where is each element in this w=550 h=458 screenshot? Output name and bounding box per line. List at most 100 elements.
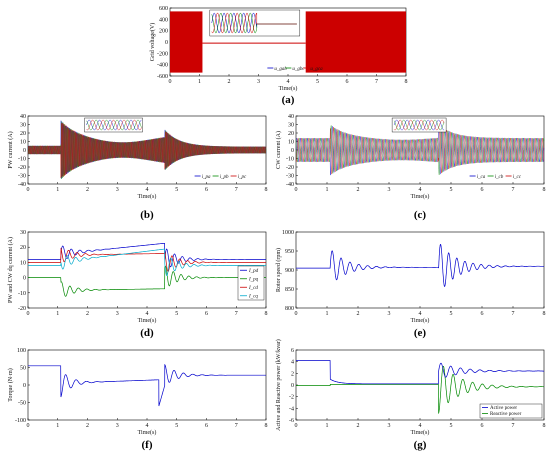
chart-e: 0 1 2 3 4 5 6 7 8 1000 950 900 850 800 Time(s) Rotor sp… (275, 230, 546, 339)
x-tick-label: 4 (419, 187, 422, 193)
x-tick-label: 7 (235, 423, 238, 429)
caption: (b) (140, 209, 154, 221)
x-tick-label: 6 (205, 423, 208, 429)
x-tick-label: 5 (175, 311, 178, 317)
x-tick-label: 8 (405, 79, 408, 85)
x-axis-label: Time(s) (411, 429, 430, 436)
legend-entry: i_cc (513, 175, 522, 180)
y-tick-label: -30 (18, 174, 26, 180)
y-tick-label: 850 (285, 287, 294, 293)
x-tick-label: 2 (357, 187, 360, 193)
dq-current-trace (28, 247, 266, 273)
x-axis-label: Time(s) (279, 85, 298, 92)
active-power-trace (296, 360, 545, 385)
y-tick-label: -20 (18, 306, 26, 312)
y-tick-label: 10 (20, 140, 26, 146)
x-tick-label: 2 (86, 311, 89, 317)
dq-current-trace (28, 242, 266, 268)
chart-c: 0 1 2 3 4 5 6 7 8 40 30 20 10 0 -10 -20 -30 -40 Time(s) CW … (275, 114, 546, 221)
y-tick-label: 0 (291, 148, 294, 154)
plot-area (27, 349, 267, 421)
y-tick-label: 0 (23, 276, 26, 282)
x-axis-label: Time(s) (411, 193, 430, 200)
inset-trace (86, 119, 142, 131)
cw-current-trace (295, 124, 545, 176)
plot-area (295, 231, 545, 309)
x-tick-label: 6 (205, 311, 208, 317)
x-tick-label: 4 (287, 79, 290, 85)
y-tick-label: 40 (288, 114, 294, 120)
x-tick-label: 5 (175, 187, 178, 193)
caption: (a) (282, 94, 295, 106)
x-tick-label: 0 (295, 311, 298, 317)
y-axis-label: CW current (A) (275, 131, 282, 169)
inset-trace (86, 119, 142, 131)
y-tick-label: 30 (20, 230, 26, 236)
x-tick-label: 5 (450, 423, 453, 429)
dq-current-trace (28, 248, 266, 277)
x-tick-label: 4 (419, 311, 422, 317)
y-tick-label: 10 (288, 140, 294, 146)
inset-trace (393, 119, 445, 131)
x-tick-label: 4 (419, 423, 422, 429)
y-tick-label: 6 (291, 348, 294, 354)
x-tick-label: 2 (86, 187, 89, 193)
y-tick-label: 1000 (282, 230, 294, 236)
y-axis-label: PW current (A) (7, 131, 14, 168)
x-tick-label: 0 (295, 423, 298, 429)
torque-trace (28, 363, 266, 407)
x-tick-label: 1 (326, 187, 329, 193)
y-tick-label: 20 (288, 131, 294, 137)
y-tick-label: -50 (18, 401, 26, 407)
y-tick-label: 600 (159, 6, 168, 12)
rotor-speed-trace (296, 243, 544, 288)
y-tick-label: 400 (159, 17, 168, 23)
x-tick-label: 5 (450, 311, 453, 317)
caption: (c) (414, 209, 427, 221)
x-tick-label: 6 (346, 79, 349, 85)
legend-entry: I_cq (248, 294, 258, 299)
legend-entry: u_gbc (292, 67, 305, 72)
x-tick-label: 0 (27, 187, 30, 193)
x-tick-label: 7 (512, 187, 515, 193)
x-tick-label: 6 (205, 187, 208, 193)
x-tick-label: 6 (481, 187, 484, 193)
y-tick-label: 2 (291, 371, 294, 377)
inset-trace (211, 12, 297, 34)
x-tick-label: 3 (116, 187, 119, 193)
caption: (f) (142, 439, 153, 451)
legend-entry: u_gca (310, 67, 323, 72)
x-axis-label: Time(s) (138, 193, 157, 200)
x-tick-label: 0 (169, 79, 172, 85)
y-tick-label: 0 (23, 148, 26, 154)
x-tick-label: 5 (316, 79, 319, 85)
legend (479, 403, 543, 419)
x-tick-label: 5 (175, 423, 178, 429)
legend-entry: i_pc (238, 175, 247, 180)
y-tick-label: 20 (20, 131, 26, 137)
chart-g: 0 1 2 3 4 5 6 7 8 6 4 2 0 -2 -4 -6 Time(s) Active and Rea… (275, 339, 546, 451)
x-axis-label: Time(s) (411, 317, 430, 324)
x-tick-label: 1 (56, 423, 59, 429)
y-tick-label: -600 (157, 74, 168, 80)
legend-entry: I_pq (248, 277, 259, 282)
y-tick-label: -2 (289, 395, 294, 401)
y-tick-label: -10 (18, 291, 26, 297)
x-tick-label: 8 (265, 311, 268, 317)
legend-entry: u_gab (274, 67, 287, 72)
x-tick-label: 8 (265, 423, 268, 429)
x-tick-label: 0 (27, 311, 30, 317)
y-tick-label: -100 (15, 418, 26, 424)
x-axis-label: Time(s) (138, 429, 157, 436)
x-tick-label: 2 (357, 311, 360, 317)
x-tick-label: 3 (116, 311, 119, 317)
y-axis-label: Torque (N·m) (7, 368, 14, 401)
y-tick-label: 20 (20, 245, 26, 251)
pw-current-trace (27, 123, 267, 178)
y-tick-label: -10 (18, 157, 26, 163)
y-tick-label: -30 (286, 174, 294, 180)
x-tick-label: 7 (512, 311, 515, 317)
y-tick-label: -40 (18, 182, 26, 188)
y-tick-label: 100 (17, 348, 26, 354)
x-tick-label: 4 (146, 423, 149, 429)
